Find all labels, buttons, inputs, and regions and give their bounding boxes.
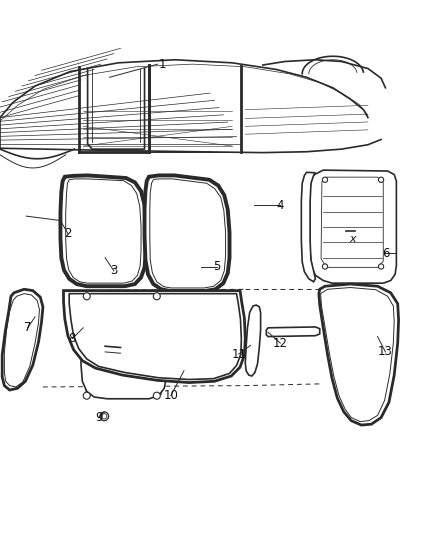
Polygon shape — [319, 284, 399, 425]
Text: 9: 9 — [95, 411, 102, 424]
Text: x: x — [349, 235, 356, 244]
Circle shape — [83, 293, 90, 300]
Text: 6: 6 — [381, 247, 389, 260]
Circle shape — [100, 412, 109, 421]
Text: 1: 1 — [158, 58, 166, 71]
Text: 7: 7 — [24, 321, 32, 334]
Polygon shape — [2, 289, 43, 390]
Text: 4: 4 — [276, 199, 284, 212]
Circle shape — [153, 293, 160, 300]
Text: 5: 5 — [213, 260, 220, 273]
Text: 3: 3 — [110, 264, 117, 277]
Text: 13: 13 — [378, 345, 393, 358]
Polygon shape — [245, 305, 261, 376]
Polygon shape — [318, 174, 388, 271]
Polygon shape — [301, 172, 315, 282]
Polygon shape — [64, 290, 245, 383]
Circle shape — [378, 264, 384, 269]
Circle shape — [83, 392, 90, 399]
Polygon shape — [310, 170, 396, 283]
Text: 8: 8 — [69, 332, 76, 345]
Circle shape — [378, 177, 384, 182]
Text: 11: 11 — [231, 348, 246, 361]
Polygon shape — [266, 327, 320, 336]
Circle shape — [322, 177, 328, 182]
Text: 2: 2 — [64, 227, 72, 240]
Polygon shape — [60, 175, 146, 286]
Polygon shape — [145, 175, 230, 291]
Circle shape — [322, 264, 328, 269]
Text: 10: 10 — [163, 389, 178, 402]
Text: 12: 12 — [273, 337, 288, 350]
Polygon shape — [81, 292, 166, 399]
Circle shape — [153, 392, 160, 399]
